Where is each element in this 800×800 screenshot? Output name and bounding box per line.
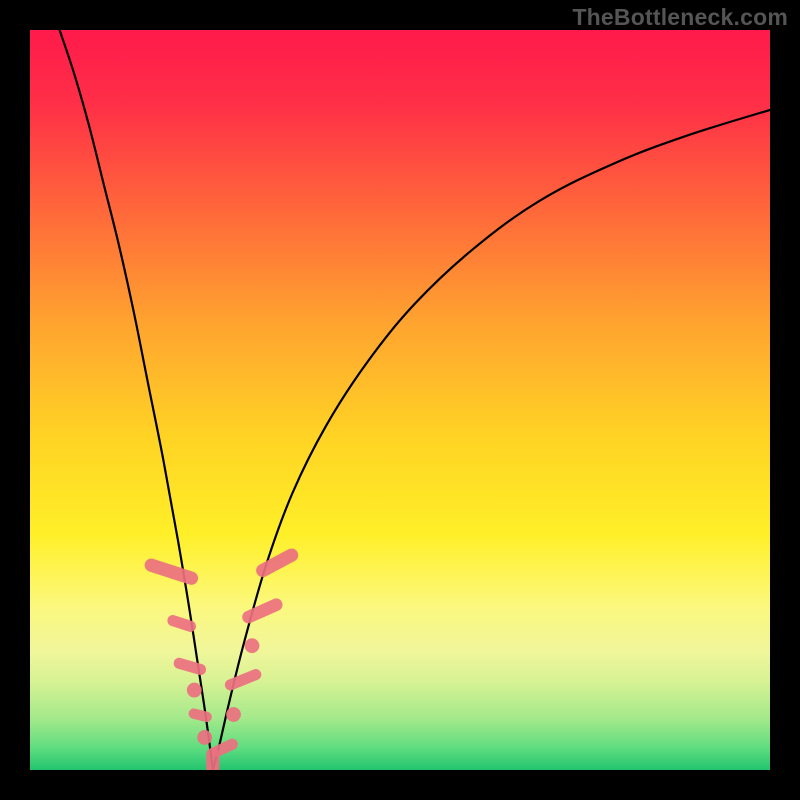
bottleneck-chart: TheBottleneck.com <box>0 0 800 800</box>
watermark-text: TheBottleneck.com <box>572 4 788 31</box>
chart-svg <box>0 0 800 800</box>
